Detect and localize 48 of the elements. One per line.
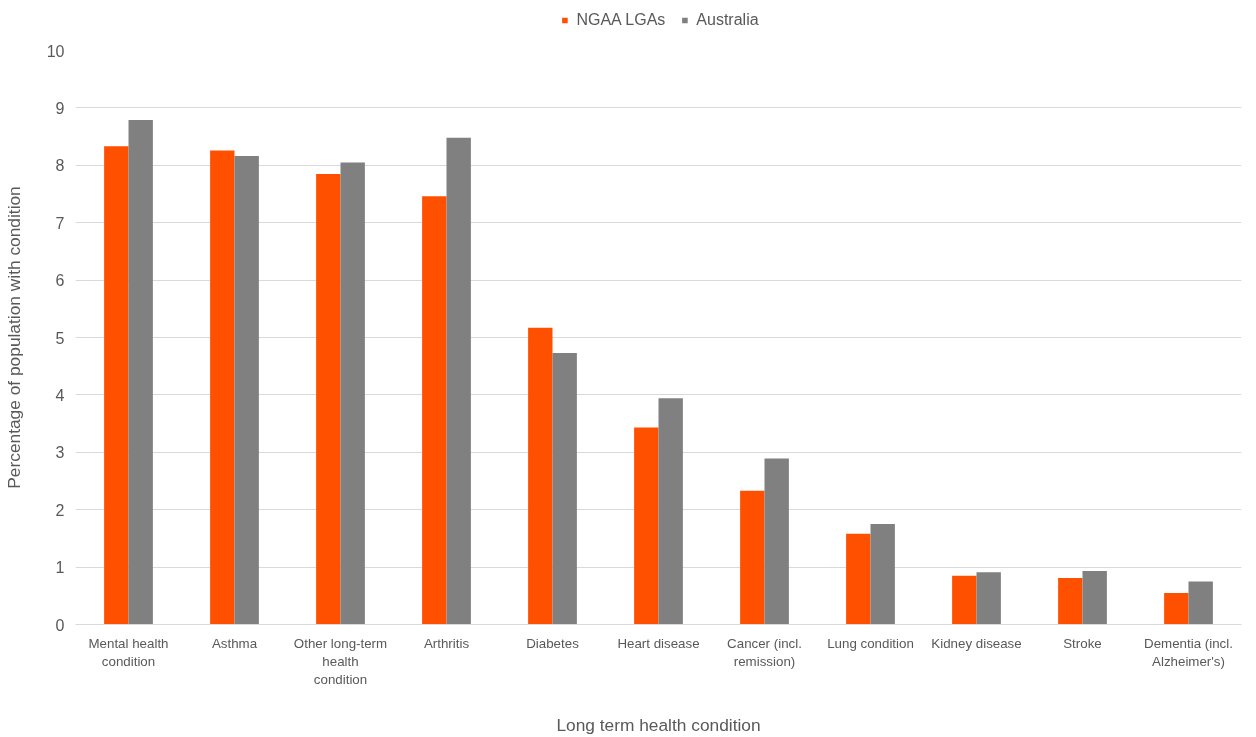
y-tick-label: 3 xyxy=(55,444,65,462)
bar xyxy=(552,353,577,625)
bar xyxy=(128,119,153,625)
x-tick-label: Mental health condition xyxy=(88,635,169,669)
bar xyxy=(846,533,871,625)
bar xyxy=(764,458,789,625)
x-tick-label: Lung condition xyxy=(827,635,914,651)
x-tick-label: Kidney disease xyxy=(931,635,1022,651)
x-tick-label: Asthma xyxy=(211,635,258,651)
bar xyxy=(952,575,977,625)
x-tick-label: Other long-term health condition xyxy=(293,635,388,687)
bar xyxy=(1082,571,1107,625)
x-tick-label: Dementia (incl. Alzheimer's) xyxy=(1144,635,1233,669)
bar xyxy=(446,137,471,625)
y-axis-title: Percentage of population with condition xyxy=(3,186,24,489)
y-tick-label: 0 xyxy=(55,616,65,634)
y-tick-label: 1 xyxy=(55,559,65,577)
bar xyxy=(422,196,447,625)
y-tick-label: 8 xyxy=(55,157,65,175)
bar xyxy=(528,327,553,625)
y-tick-label: 4 xyxy=(55,386,65,404)
x-tick-label: Arthritis xyxy=(423,635,470,651)
y-tick-label: 2 xyxy=(55,501,65,519)
bar xyxy=(1164,592,1189,625)
x-tick-label: Cancer (incl. remission) xyxy=(727,635,802,669)
bar xyxy=(658,398,683,625)
bar xyxy=(634,427,659,625)
y-tick-label: 5 xyxy=(55,329,65,347)
y-tick-label: 6 xyxy=(55,272,65,290)
y-tick-label: 7 xyxy=(55,214,65,232)
bar xyxy=(976,572,1001,625)
bar xyxy=(234,156,259,625)
bar xyxy=(1058,578,1083,625)
legend-label: NGAA LGAs xyxy=(576,11,666,29)
bar xyxy=(210,150,235,625)
x-axis-title: Long term health condition xyxy=(556,714,761,735)
y-tick-label: 10 xyxy=(46,42,65,60)
y-tick-label: 9 xyxy=(55,99,65,117)
bar xyxy=(104,146,129,625)
bar xyxy=(740,490,765,625)
bar xyxy=(340,162,365,625)
bar xyxy=(316,173,341,625)
x-tick-label: Stroke xyxy=(1063,635,1102,651)
bar xyxy=(870,524,895,625)
bar xyxy=(1188,581,1213,625)
x-tick-label: Diabetes xyxy=(526,635,580,651)
legend-label: Australia xyxy=(696,11,759,29)
x-tick-label: Heart disease xyxy=(617,635,700,651)
